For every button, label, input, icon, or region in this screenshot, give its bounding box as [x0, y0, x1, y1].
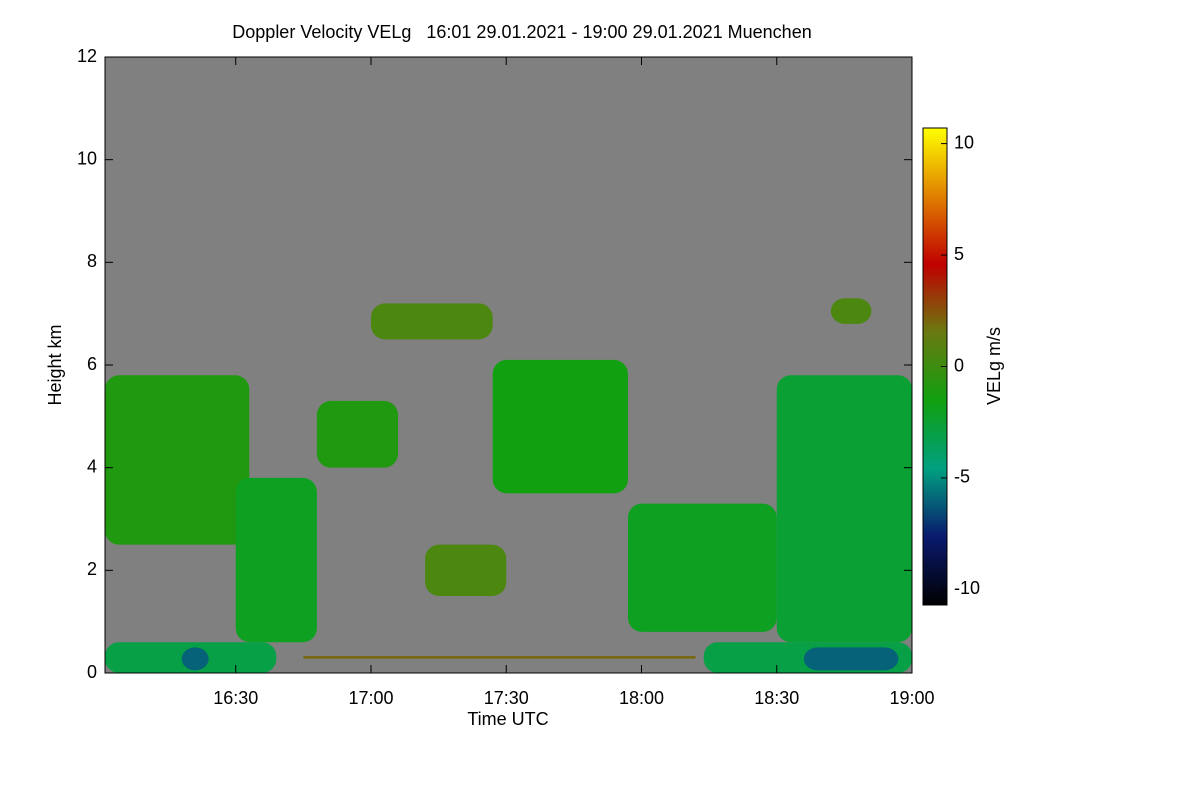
colorbar-tick-label: -10 — [954, 578, 980, 598]
x-tick-label: 18:00 — [619, 688, 664, 708]
colorbar-tick-label: 10 — [954, 132, 974, 152]
x-tick-label: 18:30 — [754, 688, 799, 708]
y-tick-label: 10 — [77, 148, 97, 168]
y-tick-label: 2 — [87, 559, 97, 579]
colorbar-tick-label: 5 — [954, 244, 964, 264]
chart-title: Doppler Velocity VELg 16:01 29.01.2021 -… — [232, 22, 811, 42]
echo-region — [776, 375, 912, 643]
echo-region — [105, 375, 250, 545]
y-tick-label: 0 — [87, 662, 97, 682]
echo-region — [425, 544, 507, 596]
x-axis-label: Time UTC — [467, 709, 548, 729]
echo-region — [303, 656, 696, 659]
echo-region — [627, 503, 777, 632]
y-axis-label: Height km — [45, 324, 65, 405]
y-tick-label: 6 — [87, 354, 97, 374]
colorbar-tick-label: 0 — [954, 355, 964, 375]
y-tick-label: 4 — [87, 456, 97, 476]
echo-region — [830, 298, 872, 324]
x-tick-label: 19:00 — [889, 688, 934, 708]
y-tick-label: 12 — [77, 46, 97, 66]
echo-region — [370, 303, 493, 340]
x-tick-label: 17:30 — [484, 688, 529, 708]
x-tick-label: 17:00 — [348, 688, 393, 708]
echo-region — [181, 647, 209, 671]
echo-region — [235, 477, 317, 643]
echo-region — [316, 400, 399, 468]
echo-region — [803, 647, 899, 671]
x-tick-label: 16:30 — [213, 688, 258, 708]
y-tick-label: 8 — [87, 251, 97, 271]
colorbar-label: VELg m/s — [984, 327, 1004, 405]
colorbar-tick-label: -5 — [954, 467, 970, 487]
echo-region — [492, 359, 628, 494]
